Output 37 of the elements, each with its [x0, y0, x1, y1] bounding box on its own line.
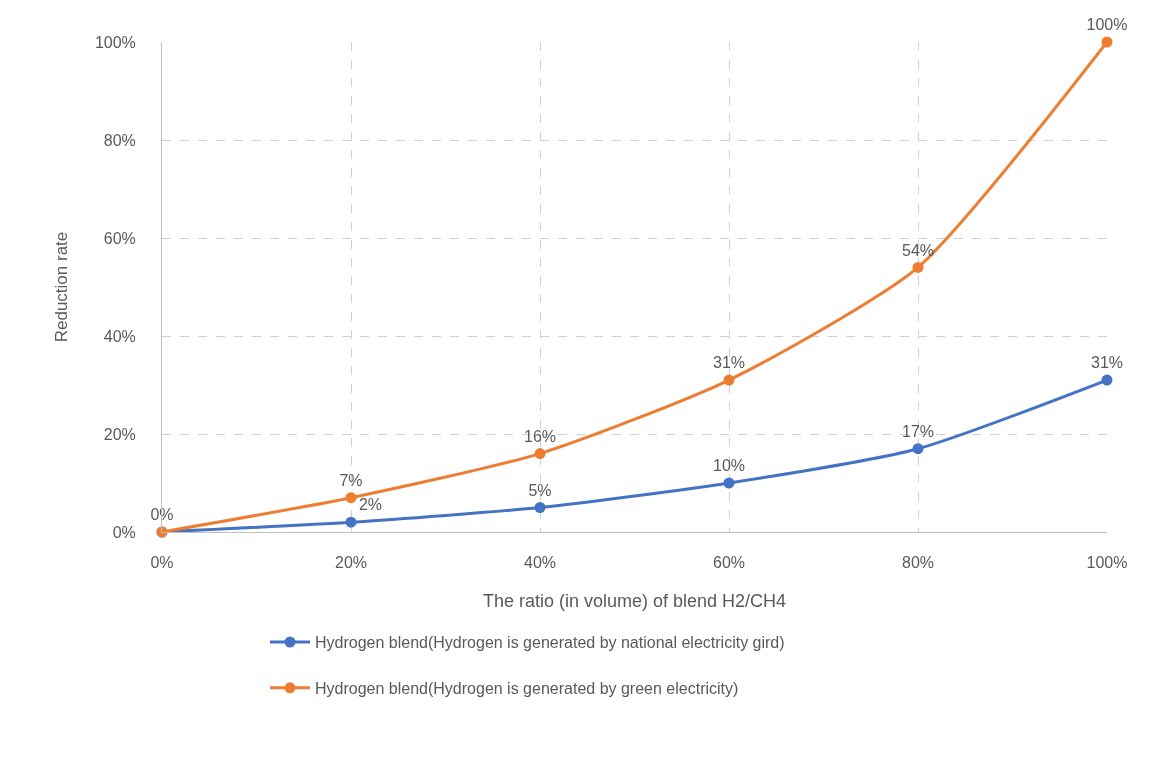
x-tick-label: 60%	[712, 554, 746, 572]
point	[534, 502, 546, 513]
x-axis-title: The ratio (in volume) of blend H2/CH4	[482, 591, 787, 612]
data-label: 10%	[712, 457, 746, 475]
y-tick-label: 20%	[103, 425, 136, 443]
legend-label: Hydrogen blend(Hydrogen is generated by national electricity gird)	[315, 634, 785, 652]
x-tick-label: 80%	[901, 554, 935, 572]
y-axis-title: Reduction rate	[52, 231, 72, 343]
x-tick-label: 0%	[150, 554, 174, 572]
y-tick-label: 80%	[103, 131, 136, 149]
data-label: 0%	[150, 506, 174, 524]
data-label: 7%	[339, 471, 363, 489]
data-label: 2%	[358, 496, 382, 514]
x-tick-label: 40%	[523, 554, 557, 572]
point	[912, 443, 924, 455]
data-label: 16%	[523, 427, 557, 445]
data-label: 31%	[1090, 354, 1124, 372]
point	[1101, 374, 1113, 386]
point	[534, 448, 546, 460]
x-tick-label: 20%	[334, 554, 368, 572]
y-tick-label: 40%	[103, 327, 136, 345]
data-label: 100%	[1086, 16, 1128, 34]
point	[912, 261, 924, 273]
data-label: 54%	[901, 241, 935, 259]
point	[1101, 36, 1113, 48]
data-label: 31%	[712, 354, 746, 372]
x-tick-label: 100%	[1086, 554, 1128, 572]
point	[345, 516, 357, 528]
y-tick-label: 100%	[94, 33, 136, 51]
y-tick-label: 0%	[112, 523, 136, 541]
point	[345, 492, 357, 504]
y-tick-label: 60%	[103, 229, 136, 247]
point	[723, 374, 735, 386]
data-label: 5%	[528, 481, 552, 499]
legend-label: Hydrogen blend(Hydrogen is generated by green electricity)	[315, 680, 739, 698]
data-label: 17%	[901, 422, 935, 440]
point	[723, 477, 735, 489]
